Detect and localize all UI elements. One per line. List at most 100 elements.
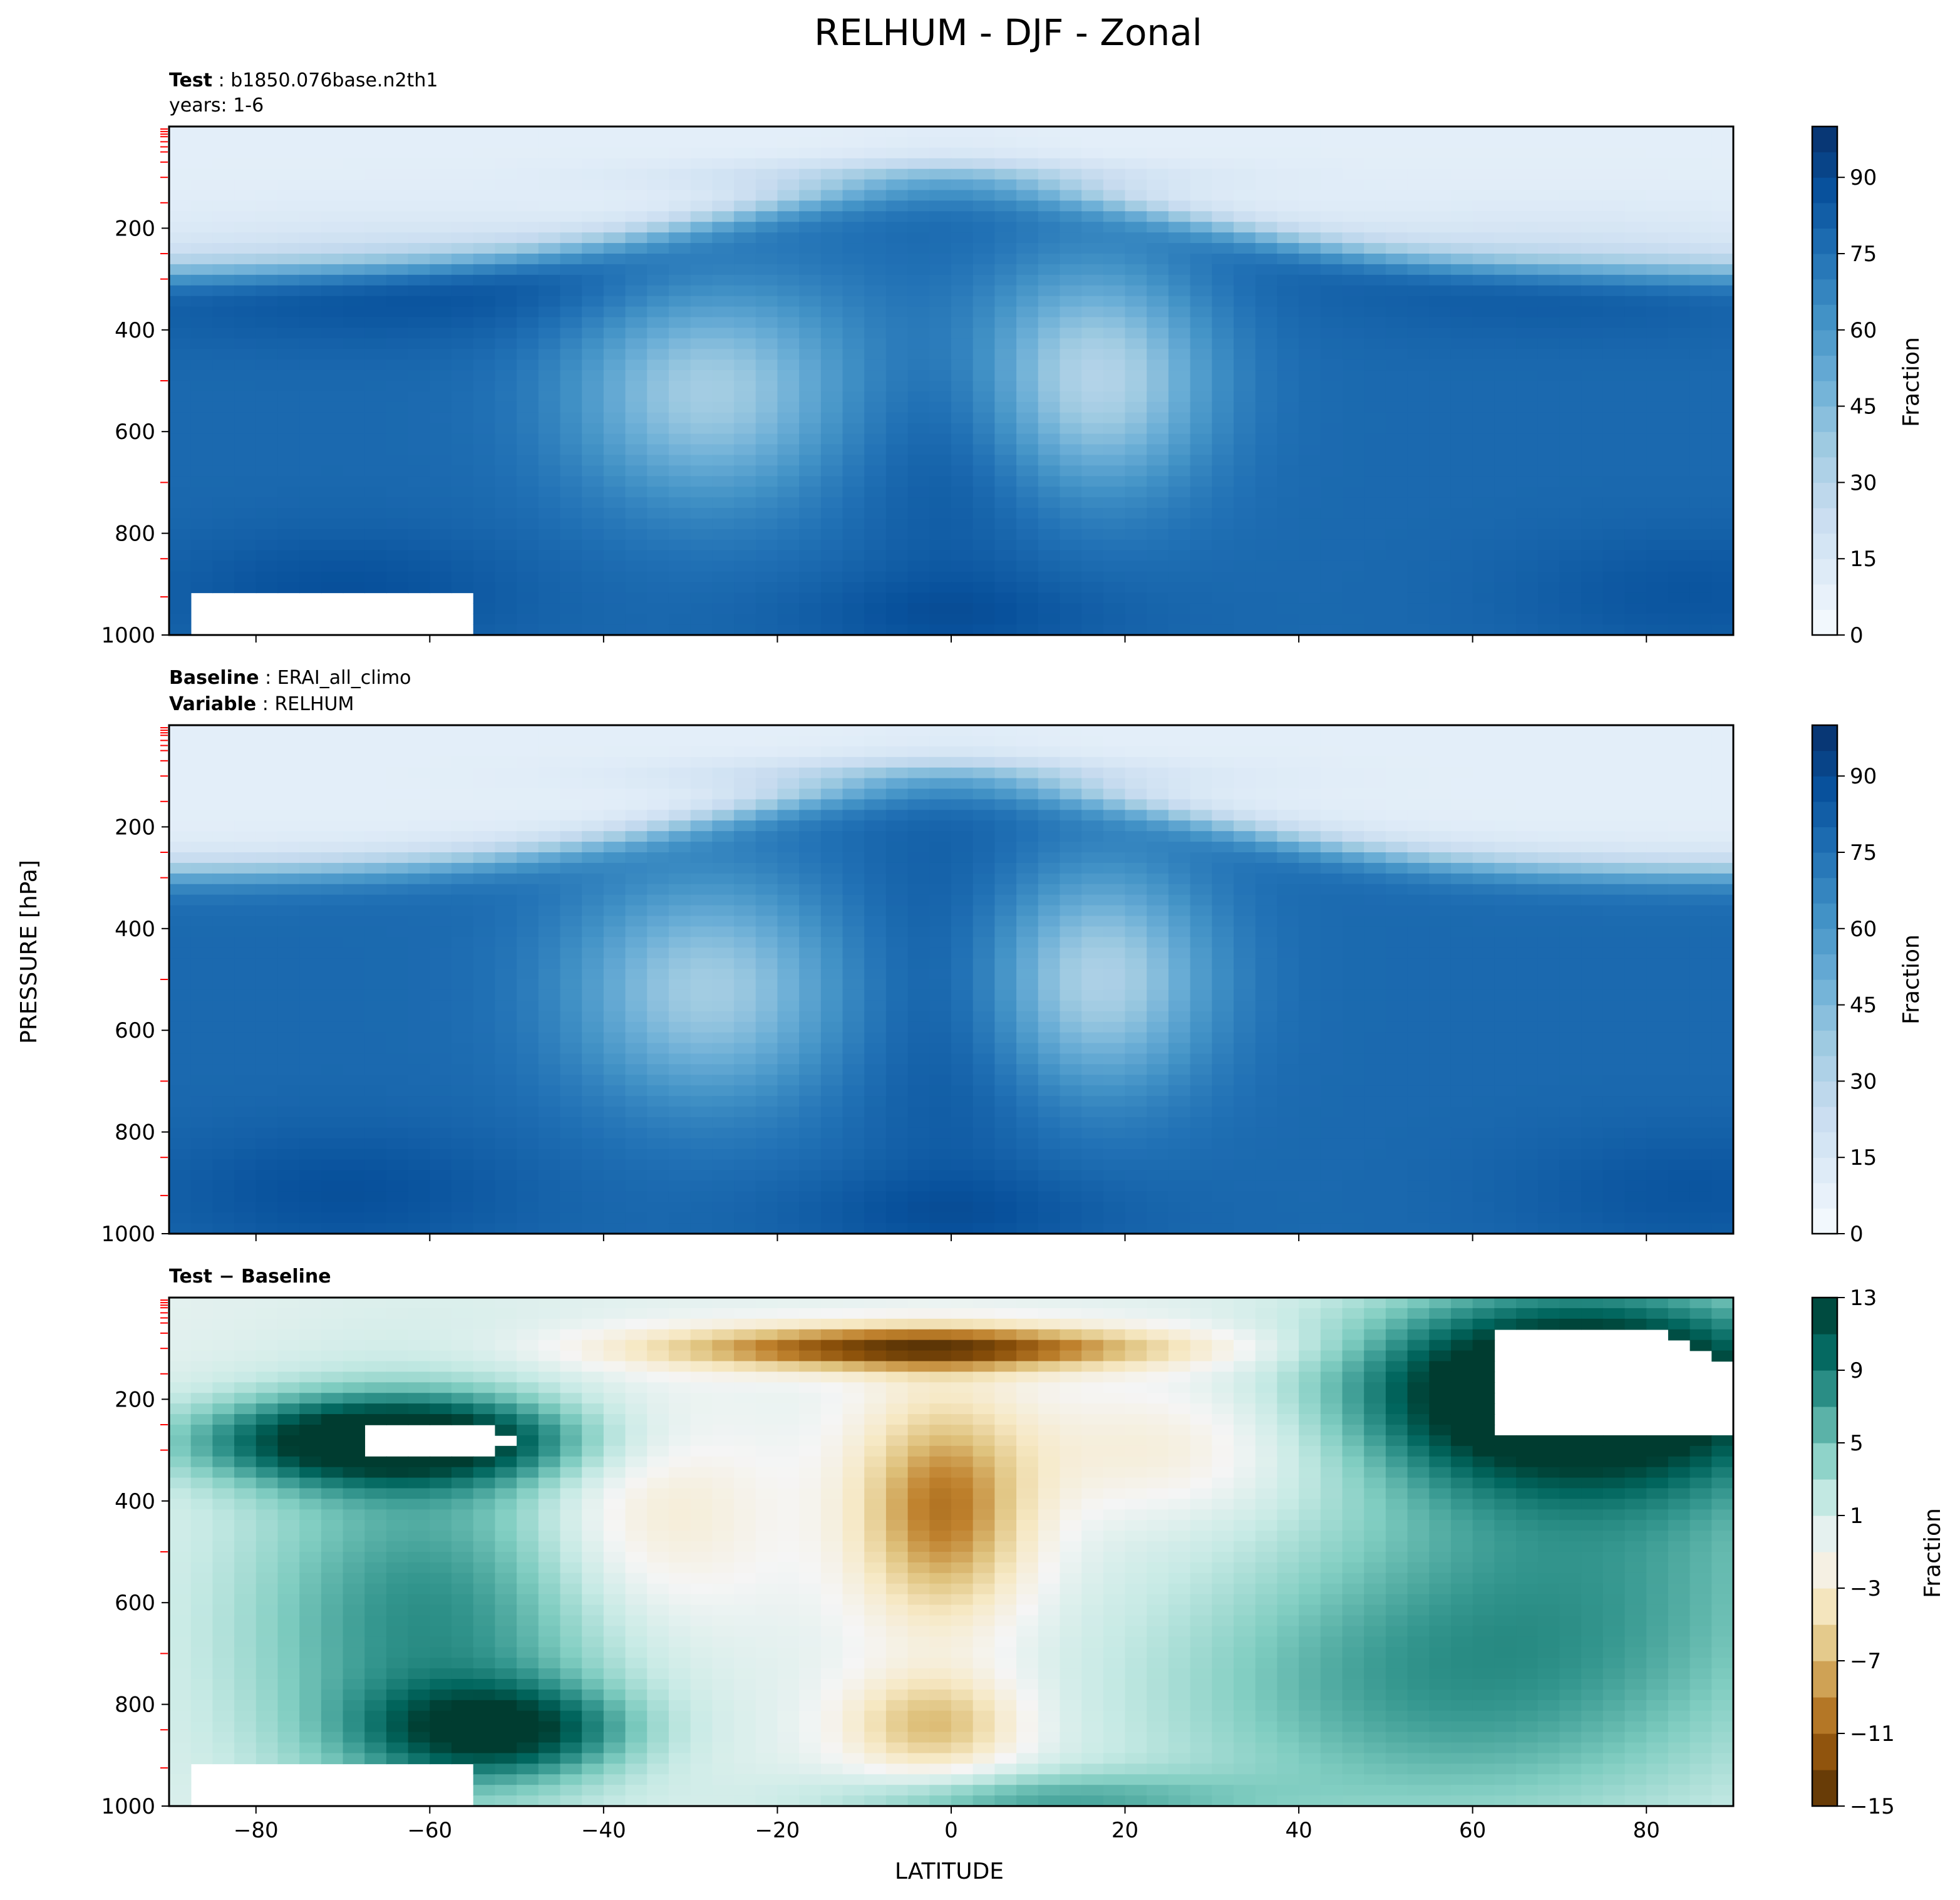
contour-cell (343, 788, 366, 800)
contour-cell (647, 391, 669, 403)
contour-cell (668, 905, 691, 917)
contour-cell (1038, 126, 1061, 138)
contour-cell (1537, 349, 1560, 360)
contour-cell (1125, 338, 1148, 350)
contour-cell (234, 788, 257, 800)
contour-cell (712, 529, 735, 540)
contour-cell (842, 349, 865, 360)
contour-cell (1646, 126, 1669, 138)
contour-cell (1277, 756, 1299, 768)
contour-cell (712, 926, 735, 938)
contour-cell (907, 274, 931, 286)
contour-cell (1168, 211, 1191, 223)
contour-cell (1472, 810, 1495, 822)
contour-cell (951, 756, 974, 768)
contour-cell (1450, 401, 1473, 413)
contour-cell (1147, 328, 1169, 339)
contour-cell (451, 529, 474, 540)
contour-cell (560, 873, 582, 885)
contour-cell (1537, 158, 1560, 170)
contour-cell (929, 603, 952, 614)
contour-cell (625, 168, 648, 180)
contour-cell (1147, 560, 1169, 572)
contour-cell (517, 254, 539, 265)
contour-cell (1234, 497, 1256, 509)
contour-cell (1320, 444, 1343, 456)
contour-cell (538, 582, 561, 594)
contour-cell (668, 592, 691, 604)
contour-cell (1385, 476, 1408, 487)
contour-cell (994, 767, 1017, 779)
contour-cell (1081, 179, 1104, 191)
contour-cell (1125, 571, 1148, 583)
contour-cell (799, 147, 822, 159)
contour-cell (1103, 232, 1126, 244)
contour-cell (1234, 433, 1256, 445)
contour-cell (1385, 433, 1408, 445)
contour-cell (1429, 539, 1452, 551)
contour-cell (1646, 455, 1669, 467)
contour-cell (755, 497, 778, 509)
contour-cell (734, 746, 756, 758)
contour-cell (234, 799, 257, 811)
contour-cell (864, 126, 887, 138)
contour-cell (820, 285, 843, 297)
contour-cell (299, 916, 322, 927)
contour-cell (408, 508, 431, 519)
contour-cell (560, 810, 582, 822)
contour-cell (907, 158, 931, 170)
panel-baseline-header: Baseline : ERAI_all_climo (169, 667, 411, 689)
contour-cell (277, 423, 300, 435)
contour-cell (1624, 137, 1648, 148)
contour-cell (1689, 285, 1713, 297)
contour-cell (386, 381, 409, 392)
contour-cell (451, 274, 474, 286)
contour-cell (1147, 842, 1169, 853)
panel-test-colon: : (212, 70, 230, 91)
contour-cell (1407, 274, 1430, 286)
contour-cell (603, 254, 626, 265)
contour-cell (1277, 211, 1299, 223)
contour-cell (951, 317, 974, 329)
contour-cell (473, 158, 496, 170)
contour-cell (1299, 296, 1321, 307)
contour-cell (1668, 550, 1691, 562)
contour-cell (1103, 756, 1126, 768)
contour-cell (1255, 592, 1278, 604)
contour-cell (690, 455, 713, 467)
contour-cell (1168, 842, 1191, 853)
contour-cell (1277, 137, 1299, 148)
contour-cell (907, 560, 931, 572)
colorbar-swatch (1812, 609, 1837, 636)
contour-cell (1081, 842, 1104, 853)
contour-cell (1147, 831, 1169, 842)
contour-cell (1581, 767, 1604, 779)
contour-cell (929, 873, 952, 885)
contour-cell (1429, 916, 1452, 927)
contour-cell (994, 338, 1017, 350)
contour-cell (386, 391, 409, 403)
contour-cell (1255, 767, 1278, 779)
contour-cell (929, 894, 952, 906)
contour-cell (1277, 497, 1299, 509)
contour-cell (1038, 338, 1061, 350)
contour-cell (603, 550, 626, 562)
contour-cell (1038, 582, 1061, 594)
contour-cell (690, 243, 713, 254)
contour-cell (473, 147, 496, 159)
contour-cell (1277, 412, 1299, 424)
contour-cell (647, 799, 669, 811)
contour-cell (255, 370, 279, 381)
contour-cell (1581, 788, 1604, 800)
contour-cell (777, 746, 800, 758)
contour-cell (799, 487, 822, 498)
contour-cell (994, 254, 1017, 265)
contour-cell (1342, 338, 1364, 350)
contour-cell (299, 381, 322, 392)
contour-cell (1299, 529, 1321, 540)
contour-cell (408, 296, 431, 307)
contour-cell (1320, 433, 1343, 445)
contour-cell (864, 401, 887, 413)
contour-cell (1147, 179, 1169, 191)
contour-cell (343, 359, 366, 371)
